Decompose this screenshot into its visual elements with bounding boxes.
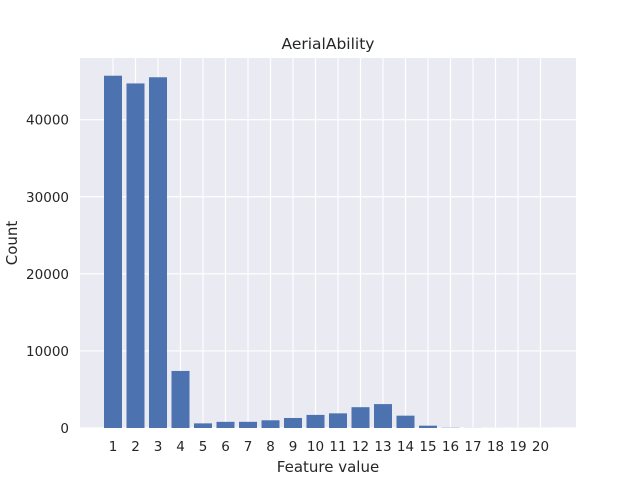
y-tick-label: 40000	[26, 113, 69, 129]
bar-7	[239, 421, 257, 428]
x-tick-label: 6	[221, 439, 230, 455]
bar-1	[104, 75, 122, 429]
x-tick-labels: 1 2 3 4 5 6 7 8 9 10 11 12 13 14 15 16 17 18 19 20	[109, 439, 549, 455]
x-tick-label: 4	[176, 439, 185, 455]
bar-15	[419, 425, 437, 428]
bar-4	[171, 370, 190, 428]
x-tick-label: 11	[329, 439, 346, 455]
x-tick-label: 12	[352, 439, 369, 455]
bar-11	[329, 413, 347, 428]
bar-12	[351, 407, 370, 428]
x-tick-label: 7	[244, 439, 253, 455]
y-tick-label: 10000	[26, 344, 69, 360]
chart-title: AerialAbility	[282, 35, 375, 53]
x-axis-label: Feature value	[277, 458, 379, 476]
y-tick-label: 30000	[26, 190, 69, 206]
x-tick-label: 17	[464, 439, 481, 455]
x-tick-label: 3	[154, 439, 163, 455]
x-tick-label: 10	[307, 439, 324, 455]
x-tick-label: 5	[199, 439, 208, 455]
bar-14	[396, 415, 415, 428]
x-tick-label: 8	[266, 439, 275, 455]
x-tick-label: 16	[442, 439, 459, 455]
x-tick-label: 19	[509, 439, 526, 455]
x-tick-label: 18	[487, 439, 504, 455]
x-tick-label: 2	[131, 439, 140, 455]
x-tick-label: 1	[109, 439, 118, 455]
bar-13	[374, 404, 392, 428]
x-tick-label: 14	[397, 439, 414, 455]
bar-5	[194, 423, 212, 428]
y-tick-label: 0	[60, 421, 69, 437]
bar-6	[216, 421, 235, 428]
bar-8	[261, 420, 280, 428]
y-tick-label: 20000	[26, 267, 69, 283]
bar-9	[284, 417, 302, 428]
x-tick-label: 9	[289, 439, 298, 455]
x-tick-label: 13	[374, 439, 391, 455]
bar-10	[306, 414, 325, 428]
bar-2	[126, 83, 145, 428]
y-tick-labels: 0 10000 20000 30000 40000	[26, 113, 69, 437]
x-tick-label: 15	[419, 439, 436, 455]
bar-3	[149, 77, 167, 428]
y-axis-label: Count	[3, 221, 21, 266]
x-tick-label: 20	[532, 439, 549, 455]
bars	[104, 75, 550, 429]
